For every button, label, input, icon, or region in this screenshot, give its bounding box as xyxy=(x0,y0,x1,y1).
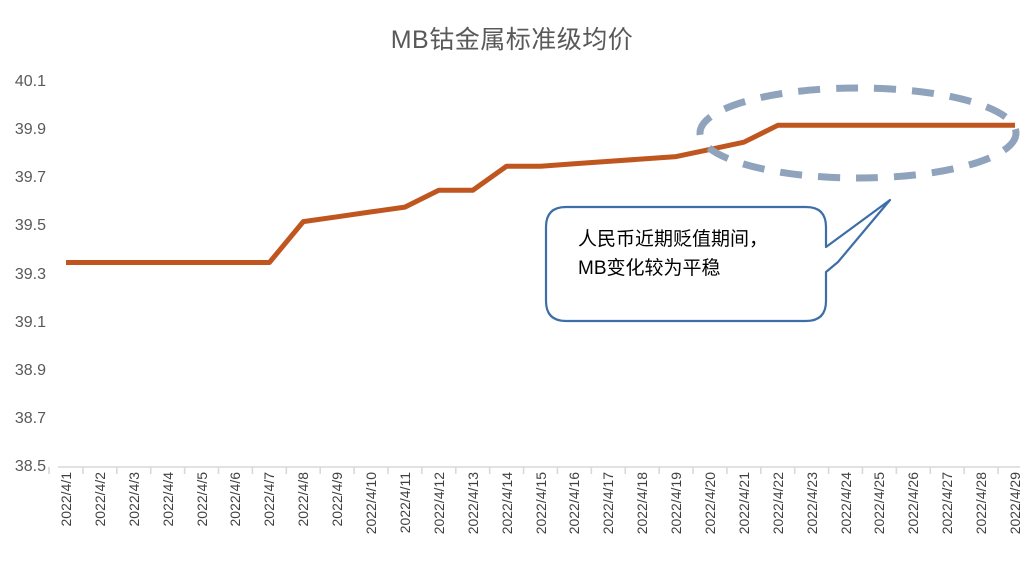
callout-bubble xyxy=(544,198,892,323)
dashed-highlight-ellipse xyxy=(696,84,1020,182)
y-tick-label: 39.7 xyxy=(14,169,46,187)
chart-title: MB钴金属标准级均价 xyxy=(390,26,634,54)
callout-line-2: MB变化较为平稳 xyxy=(578,258,721,280)
callout-line-1: 人民币近期贬值期间， xyxy=(578,229,769,250)
y-tick-label: 39.5 xyxy=(14,217,46,235)
x-axis-ticks xyxy=(48,467,999,474)
y-tick-label: 40.1 xyxy=(14,73,46,90)
y-tick-label: 38.5 xyxy=(14,458,46,475)
y-axis: 40.1 39.9 39.7 39.5 39.3 39.1 38.9 38.7 38.5 xyxy=(0,0,52,581)
y-tick-label: 39.9 xyxy=(14,121,46,139)
y-tick-label: 38.9 xyxy=(14,361,46,379)
y-tick-label: 39.3 xyxy=(14,265,46,283)
callout-text: 人民币近期贬值期间， MB变化较为平稳 xyxy=(578,225,818,284)
series-line-mb-cobalt xyxy=(66,122,1015,265)
y-tick-label: 38.7 xyxy=(14,409,46,427)
y-tick-label: 39.1 xyxy=(14,313,46,331)
